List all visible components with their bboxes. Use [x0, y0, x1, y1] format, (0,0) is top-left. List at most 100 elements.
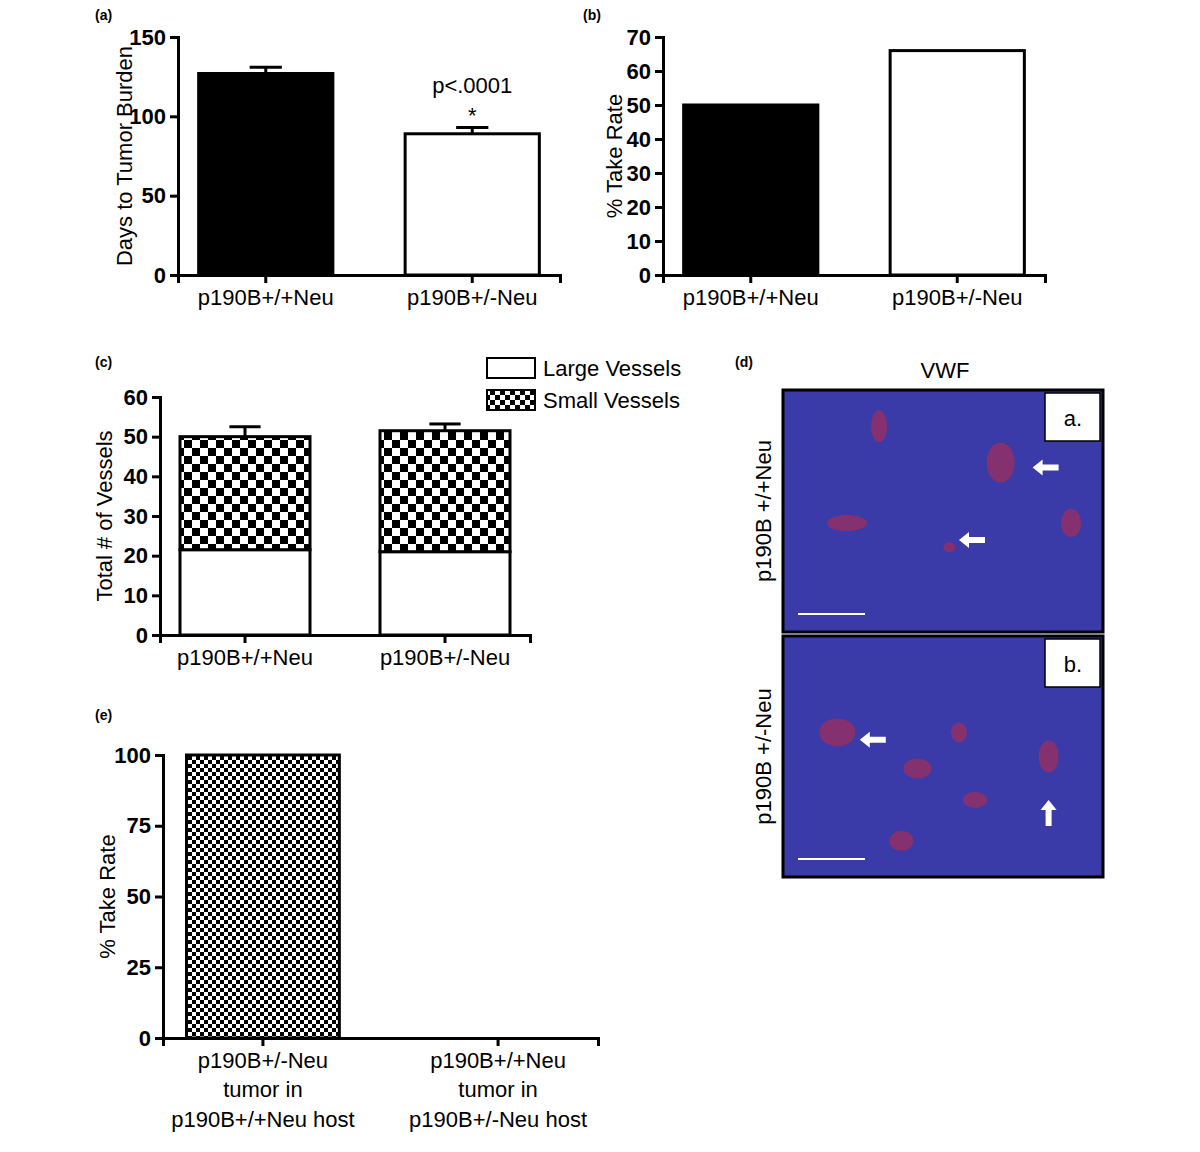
y-tick-mark [170, 36, 178, 39]
micrograph-panel: (d) VWF a. p190B +/+Neu b. p190B +/-Neu [735, 354, 1103, 877]
y-tick-mark [152, 396, 160, 399]
y-tick-mark [170, 274, 178, 277]
y-tick: 20 [124, 543, 160, 568]
y-axis: 010203040506070 [627, 25, 664, 288]
y-tick-label: 30 [124, 504, 148, 529]
y-tick-mark [655, 240, 663, 243]
y-tick-label: 0 [139, 1026, 151, 1051]
y-tick-label: 0 [136, 623, 148, 648]
bar-segment [180, 550, 310, 635]
arrow [1033, 459, 1059, 475]
x-tick-label: p190B+/+Neu [198, 285, 334, 310]
arrow [1041, 800, 1057, 826]
legend-label: Large Vessels [543, 356, 681, 381]
y-tick: 60 [124, 385, 160, 410]
legend: Large Vessels Small Vessels [487, 356, 681, 413]
y-tick-label: 25 [127, 955, 151, 980]
x-axis-line [164, 1039, 599, 1047]
y-tick-mark [655, 70, 663, 73]
y-tick-mark [152, 436, 160, 439]
stain-spot [903, 759, 931, 779]
y-tick-mark [155, 1037, 163, 1040]
bar [890, 51, 1024, 275]
y-tick-label: 0 [639, 263, 651, 288]
y-tick: 0 [639, 263, 663, 288]
arrow [860, 732, 886, 748]
x-tick-label: p190B+/+Neu [177, 645, 313, 670]
y-tick: 50 [627, 93, 663, 118]
y-tick: 25 [127, 955, 163, 980]
x-tick: p190B+/-Neutumor inp190B+/+Neu host [171, 1038, 354, 1132]
plot-marks [180, 424, 510, 635]
y-axis-line [152, 398, 161, 636]
y-tick-mark [655, 36, 663, 39]
legend-label: Small Vessels [543, 388, 680, 413]
chart-panel: (a)050100150p190B+/+Neup190B+/-NeuDays t… [95, 7, 561, 310]
y-tick-label: 40 [124, 464, 148, 489]
micrograph-image: b. p190B +/-Neu [751, 636, 1103, 877]
y-tick: 75 [127, 813, 163, 838]
arrow [959, 532, 985, 548]
y-tick: 70 [627, 25, 663, 50]
label-box [1045, 639, 1100, 687]
x-tick: p190B+/-Neu [407, 275, 537, 310]
y-tick: 20 [627, 195, 663, 220]
row-label: p190B +/-Neu [751, 688, 776, 824]
y-tick-mark [170, 115, 178, 118]
y-tick: 50 [142, 183, 178, 208]
x-tick-mark [444, 635, 447, 643]
panel-label: (b) [583, 7, 601, 23]
chart-panel: (b)010203040506070p190B+/+Neup190B+/-Neu… [583, 7, 1046, 310]
y-tick-mark [152, 475, 160, 478]
image-label: a. [1064, 406, 1082, 431]
x-axis: p190B+/+Neu p190B+/-Neu [179, 275, 561, 310]
x-tick-mark [261, 1038, 264, 1046]
annotation: * [468, 103, 477, 128]
x-tick: p190B+/-Neu [892, 275, 1022, 310]
plot-marks [187, 755, 340, 1038]
y-tick-label: 10 [627, 229, 651, 254]
bar [187, 755, 340, 1038]
y-tick-label: 20 [124, 543, 148, 568]
stain-label: VWF [921, 358, 970, 383]
y-tick-mark [655, 172, 663, 175]
y-tick-mark [152, 555, 160, 558]
y-tick-label: 40 [627, 127, 651, 152]
x-axis: p190B+/+Neup190B+/-Neu [664, 275, 1046, 310]
y-tick: 50 [127, 884, 163, 909]
y-tick: 0 [154, 263, 178, 288]
y-axis-title: % Take Rate [602, 94, 627, 218]
error-bar [250, 67, 282, 73]
panel-label: (d) [735, 354, 753, 370]
y-tick-label: 20 [627, 195, 651, 220]
y-tick-label: 60 [627, 59, 651, 84]
y-tick-mark [655, 274, 663, 277]
x-tick: p190B+/+Neutumor inp190B+/-Neu host [409, 1038, 587, 1132]
y-tick-mark [152, 515, 160, 518]
y-tick-label: 100 [114, 743, 151, 768]
y-tick-label: 50 [124, 424, 148, 449]
x-tick: p190B+/+Neu [198, 275, 334, 310]
y-tick: 150 [129, 25, 178, 50]
x-tick-label-line: p190B+/+Neu [430, 1048, 566, 1073]
error-cap [229, 425, 260, 428]
y-tick-label: 150 [129, 25, 166, 50]
bar [684, 105, 818, 275]
image-label: b. [1064, 652, 1082, 677]
scale-bar [798, 858, 865, 860]
y-axis-line [655, 38, 664, 276]
bar [199, 73, 333, 275]
y-axis-line [155, 756, 164, 1039]
x-axis: p190B+/-Neutumor inp190B+/+Neu host p190B… [164, 1038, 599, 1132]
y-tick-mark [152, 634, 160, 637]
y-axis-title: Days to Tumor Burden [112, 46, 137, 266]
panel-label: (a) [95, 7, 112, 23]
stain-spot [951, 722, 967, 742]
y-tick-label: 75 [127, 813, 151, 838]
y-axis-line [170, 38, 179, 276]
y-tick-mark [155, 825, 163, 828]
row-label: p190B +/+Neu [751, 440, 776, 582]
stain-spot [871, 410, 887, 442]
x-tick-mark [749, 275, 752, 283]
y-tick-label: 60 [124, 385, 148, 410]
